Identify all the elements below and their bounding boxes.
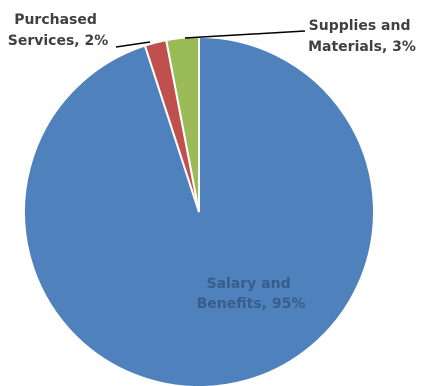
purchased-services-data-label: Purchased Services, 2%: [8, 12, 109, 49]
supplies-materials-data-label: Supplies and Materials, 3%: [308, 18, 416, 55]
purchased-services-label-line2: Services, 2%: [8, 33, 109, 49]
supplies-materials-label-line2: Materials, 3%: [308, 39, 416, 55]
supplies-materials-leader-line: [184, 30, 306, 39]
purchased-services-label-line1: Purchased: [14, 12, 97, 28]
salary-benefits-label-line1: Salary and: [207, 276, 291, 292]
salary-benefits-label-line2: Benefits, 95%: [197, 296, 306, 312]
supplies-materials-label-line1: Supplies and: [309, 18, 411, 34]
purchased-services-leader-line: [115, 41, 151, 48]
pie-slices: [23, 35, 376, 386]
salary-benefits-data-label: Salary and Benefits, 95%: [197, 276, 306, 312]
